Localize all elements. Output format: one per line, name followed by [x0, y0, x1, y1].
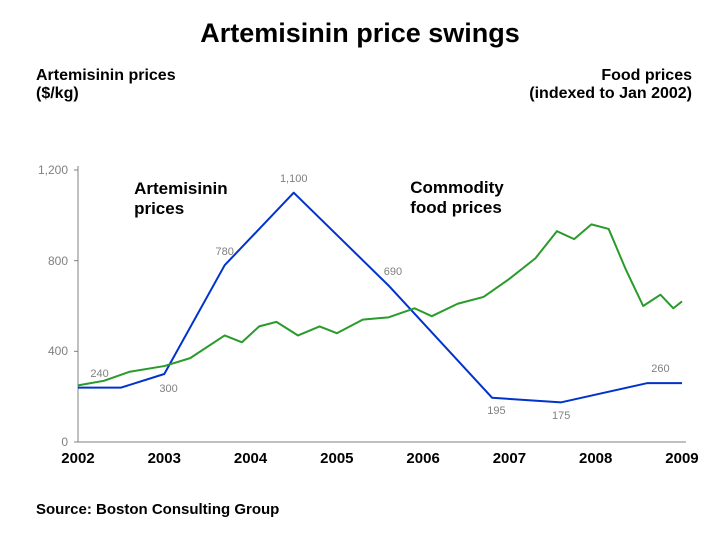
x-axis-year: 2004: [207, 450, 293, 467]
x-axis-year: 2005: [294, 450, 380, 467]
data-point-label: 260: [651, 363, 669, 375]
food-series-label: Commodityfood prices: [410, 178, 504, 218]
right-axis-title-line1: Food prices: [529, 67, 692, 85]
y-tick-label: 1,200: [38, 163, 74, 177]
x-axis-year: 2003: [121, 450, 207, 467]
right-axis-title-line2: (indexed to Jan 2002): [529, 85, 692, 103]
x-axis-year: 2007: [466, 450, 552, 467]
data-point-label: 195: [487, 405, 505, 417]
x-axis-year: 2009: [639, 450, 720, 467]
left-axis-title-line2: ($/kg): [36, 85, 176, 103]
y-tick-label: 800: [48, 254, 74, 268]
data-point-label: 240: [90, 368, 108, 380]
y-tick-label: 0: [61, 435, 74, 449]
page-title: Artemisinin price swings: [0, 0, 720, 49]
x-axis-year: 2006: [380, 450, 466, 467]
chart-container: 0 400 800 1,200 240 300 780 1,100 690 195 175 260 Ar…: [38, 158, 688, 458]
data-point-label: 175: [552, 410, 570, 422]
right-axis-title: Food prices (indexed to Jan 2002): [529, 67, 692, 103]
y-tick-label: 400: [48, 344, 74, 358]
left-axis-title-line1: Artemisinin prices: [36, 67, 176, 85]
source-attribution: Source: Boston Consulting Group: [36, 501, 279, 518]
artemisinin-series-label: Artemisininprices: [134, 179, 228, 219]
data-point-label: 300: [159, 383, 177, 395]
axis-titles-row: Artemisinin prices ($/kg) Food prices (i…: [0, 49, 720, 103]
data-point-label: 1,100: [280, 173, 308, 185]
x-axis-year: 2008: [553, 450, 639, 467]
x-axis-labels: 20022003200420052006200720082009: [35, 450, 720, 467]
data-point-label: 780: [215, 246, 233, 258]
left-axis-title: Artemisinin prices ($/kg): [36, 67, 176, 103]
data-point-label: 690: [384, 266, 402, 278]
x-axis-year: 2002: [35, 450, 121, 467]
